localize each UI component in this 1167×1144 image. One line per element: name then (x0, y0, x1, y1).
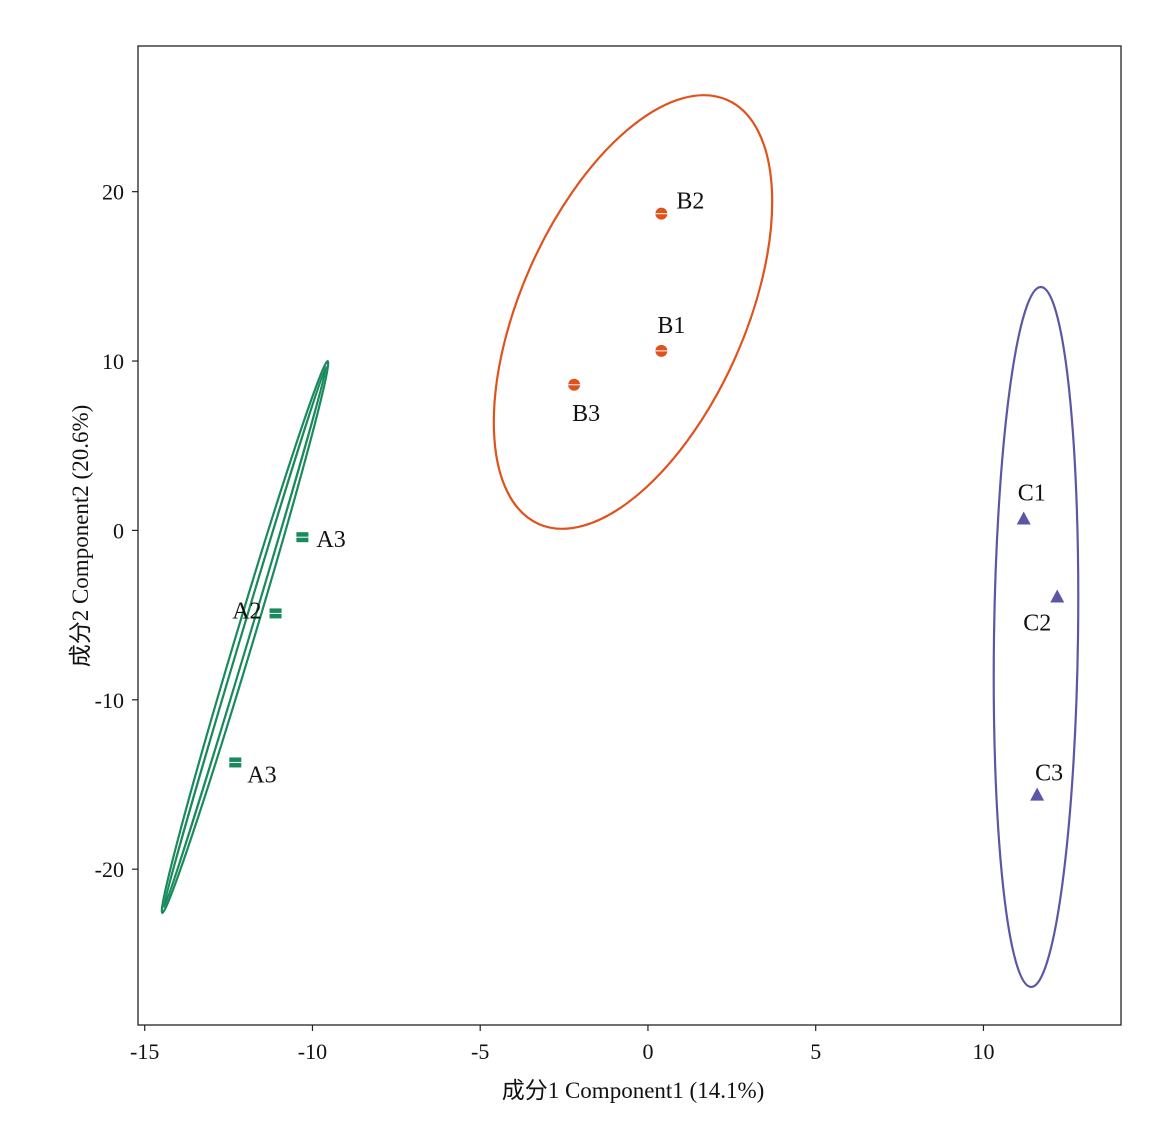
data-point-label: A2 (232, 598, 261, 624)
y-tick-label: 0 (113, 518, 124, 543)
x-tick-label: 10 (972, 1039, 994, 1064)
y-tick-label: -20 (95, 857, 124, 882)
y-tick-label: 20 (102, 180, 124, 205)
confidence-ellipse (160, 360, 330, 914)
data-point-triangle (1030, 787, 1045, 801)
data-point-label: A3 (247, 762, 276, 788)
y-tick-label: 10 (102, 349, 124, 374)
data-point-label: C1 (1018, 481, 1046, 507)
x-tick-label: 5 (810, 1039, 821, 1064)
x-axis-title: 成分1 Component1 (14.1%) (502, 1078, 765, 1103)
x-tick-label: -10 (298, 1039, 327, 1064)
x-tick-label: -5 (471, 1039, 489, 1064)
data-point-label: C2 (1023, 610, 1051, 636)
data-point-label: C3 (1035, 761, 1063, 787)
axis-ticks: -15 -10 -5 0 5 10 -20 -10 0 10 20 (95, 180, 995, 1064)
confidence-ellipse (492, 94, 774, 530)
data-point-triangle (1050, 589, 1065, 603)
x-tick-label: -15 (130, 1039, 159, 1064)
plot-frame (137, 45, 1122, 1026)
y-axis-title: 成分2 Component2 (20.6%) (68, 405, 93, 668)
data-point-label: A3 (316, 527, 345, 553)
data-point-label: B1 (657, 313, 685, 339)
confidence-ellipse-inner (162, 365, 328, 909)
data-point-label: B3 (572, 401, 600, 427)
data-points: A3 A2 A3 B2 B1 B3 C1 C2 C3 (229, 189, 1065, 801)
confidence-ellipses (160, 94, 1080, 989)
confidence-ellipse (992, 285, 1080, 989)
x-tick-label: 0 (642, 1039, 653, 1064)
data-point-triangle (1016, 511, 1031, 525)
data-point-label: B2 (676, 189, 704, 215)
y-tick-label: -10 (95, 688, 124, 713)
